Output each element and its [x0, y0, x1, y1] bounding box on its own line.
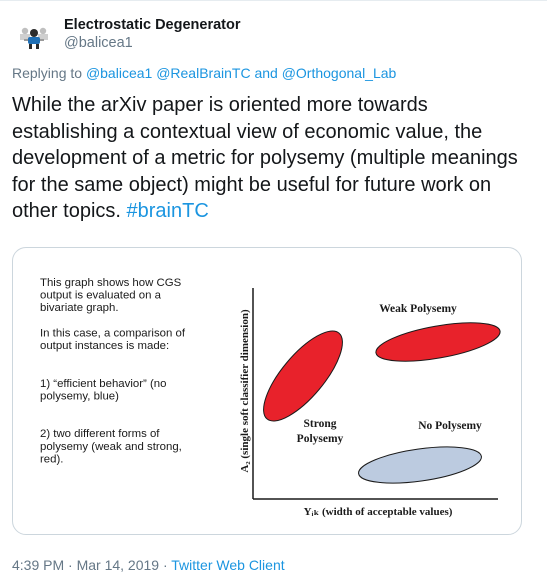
graph-note-line: This graph shows how CGS: [40, 277, 182, 289]
weak-polysemy-ellipse: [373, 315, 503, 368]
user-names: Electrostatic Degenerator @balicea1: [64, 16, 240, 52]
mention-link[interactable]: @balicea1: [86, 65, 152, 81]
graph-note-line: In this case, a comparison of: [40, 327, 186, 339]
display-name[interactable]: Electrostatic Degenerator: [64, 16, 240, 34]
mention-and[interactable]: and: [254, 65, 277, 81]
weak-polysemy-label: Weak Polysemy: [379, 303, 457, 315]
graph-note-line: 1) “efficient behavior” (no: [40, 378, 166, 390]
graph-note-line: output instances is made:: [40, 340, 169, 352]
timestamp[interactable]: 4:39 PM · Mar 14, 2019: [12, 557, 159, 573]
footer-separator: ·: [163, 557, 168, 573]
user-handle[interactable]: @balicea1: [64, 34, 240, 52]
graph-note-line: 2) two different forms of: [40, 428, 160, 440]
strong-polysemy-label: Polysemy: [297, 433, 344, 445]
strong-polysemy-label: Strong: [303, 418, 336, 430]
graph-note-line: output is evaluated on a: [40, 290, 162, 302]
y-axis-label: A₂ (single soft classifier dimension): [239, 309, 251, 473]
hashtag-link[interactable]: #brainTC: [127, 200, 209, 222]
avatar-figure-icon: [12, 14, 56, 58]
graph-notes-text: This graph shows how CGS output is evalua…: [40, 277, 186, 465]
strong-polysemy-ellipse: [251, 320, 355, 433]
tweet-footer: 4:39 PM · Mar 14, 2019 · Twitter Web Cli…: [12, 556, 285, 574]
tweet-body: While the arXiv paper is oriented more t…: [12, 94, 518, 222]
top-divider: [0, 0, 547, 1]
polysemy-graph-image: This graph shows how CGS output is evalua…: [13, 248, 522, 535]
tweet-text: While the arXiv paper is oriented more t…: [12, 92, 537, 225]
replying-prefix: Replying to: [12, 65, 82, 81]
tweet-media-image[interactable]: This graph shows how CGS output is evalua…: [12, 247, 522, 535]
graph-note-line: red).: [40, 453, 63, 465]
replying-to-line: Replying to @balicea1 @RealBrainTC and @…: [12, 64, 396, 82]
graph-note-line: bivariate graph.: [40, 302, 119, 314]
graph-note-line: polysemy, blue): [40, 390, 119, 402]
graph-note-line: polysemy (weak and strong,: [40, 441, 182, 453]
mention-link[interactable]: @RealBrainTC: [156, 65, 250, 81]
x-axis-label: Yᵢₖ (width of acceptable values): [304, 506, 453, 518]
no-polysemy-ellipse: [356, 441, 483, 490]
no-polysemy-label: No Polysemy: [418, 420, 482, 432]
mention-link[interactable]: @Orthogonal_Lab: [282, 65, 397, 81]
client-link[interactable]: Twitter Web Client: [171, 557, 284, 573]
avatar[interactable]: [12, 14, 56, 58]
tweet-header: Electrostatic Degenerator @balicea1: [12, 14, 512, 56]
